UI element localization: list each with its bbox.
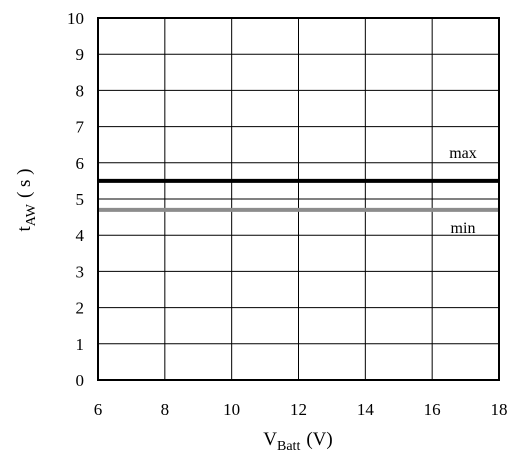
x-tick-label: 16 [424, 400, 441, 419]
x-axis-title-unit: (V) [306, 429, 332, 450]
x-tick-label: 10 [223, 400, 240, 419]
y-tick-label: 1 [76, 335, 85, 354]
y-tick-label: 10 [67, 9, 84, 28]
y-tick-label: 0 [76, 371, 85, 390]
y-axis-title-sub: AW [24, 203, 39, 226]
y-tick-labels: 0 1 2 3 4 5 6 7 8 9 10 [67, 9, 85, 390]
x-tick-label: 14 [357, 400, 375, 419]
y-tick-label: 3 [76, 262, 85, 281]
y-tick-label: 9 [76, 45, 85, 64]
y-tick-label: 5 [76, 190, 85, 209]
x-tick-label: 6 [94, 400, 103, 419]
series-lines [98, 178, 499, 212]
y-tick-label: 6 [76, 154, 85, 173]
x-axis-title-main: V [263, 429, 277, 450]
x-tick-label: 18 [491, 400, 508, 419]
y-tick-label: 7 [76, 118, 85, 137]
y-tick-label: 8 [76, 81, 85, 100]
x-tick-label: 8 [161, 400, 170, 419]
series-label-max: max [449, 145, 477, 162]
x-axis-title: VBatt (V) [263, 429, 332, 454]
y-tick-label: 2 [76, 299, 85, 318]
y-axis-title-unit: ( s ) [14, 168, 35, 198]
series-label-min: min [451, 220, 476, 237]
x-tick-label: 12 [290, 400, 307, 419]
x-axis-title-sub: Batt [277, 439, 300, 454]
grid [97, 17, 500, 381]
x-tick-labels: 6 8 10 12 14 16 18 [94, 400, 508, 419]
y-axis-title: tAW ( s ) [14, 168, 39, 231]
plot-frame [97, 17, 500, 381]
series-labels: max min [449, 145, 477, 237]
y-tick-label: 4 [76, 226, 85, 245]
y-axis-title-main: t [14, 226, 35, 232]
